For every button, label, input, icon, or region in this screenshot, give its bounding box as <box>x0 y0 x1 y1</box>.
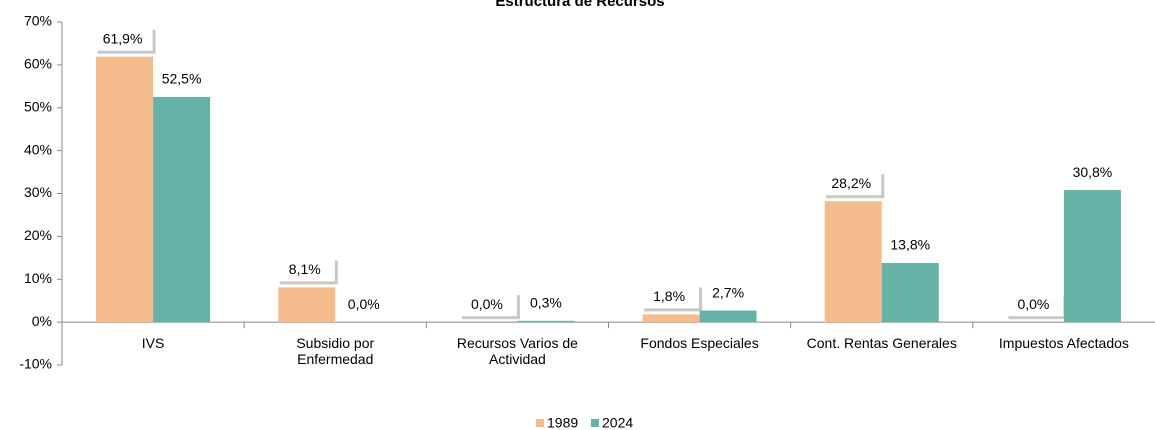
x-tick-label: Impuestos Afectados <box>999 335 1129 351</box>
bar <box>642 314 700 323</box>
x-tick-label: IVS <box>142 335 165 351</box>
bar <box>278 287 336 323</box>
data-label: 0,0% <box>348 296 380 312</box>
data-label: 13,8% <box>890 237 930 253</box>
chart-title: Estructura de Recursos <box>495 0 664 10</box>
legend-swatch <box>591 419 599 427</box>
data-label: 30,8% <box>1073 164 1113 180</box>
data-label: 52,5% <box>162 71 202 87</box>
bar <box>153 97 211 323</box>
data-label: 0,0% <box>471 296 503 312</box>
y-tick-label: 70% <box>24 13 52 29</box>
data-label: 0,3% <box>530 295 562 311</box>
bar <box>699 310 757 323</box>
label-box <box>1005 292 1064 317</box>
x-tick-label: Fondos Especiales <box>640 335 758 351</box>
y-tick-label: 40% <box>24 141 52 157</box>
y-tick-label: 50% <box>24 98 52 114</box>
y-tick-label: 10% <box>24 270 52 286</box>
label-box <box>641 284 700 309</box>
label-box <box>276 257 335 282</box>
data-label: 1,8% <box>653 288 685 304</box>
label-box <box>823 171 882 196</box>
bar <box>881 262 939 323</box>
y-tick-label: 60% <box>24 56 52 72</box>
data-label: 61,9% <box>103 30 143 46</box>
data-label: 2,7% <box>712 284 744 300</box>
y-tick-label: 30% <box>24 184 52 200</box>
bar <box>824 201 882 323</box>
y-tick-label: 0% <box>32 313 52 329</box>
bar <box>96 56 154 323</box>
data-label: 8,1% <box>289 261 321 277</box>
bar <box>517 320 575 323</box>
label-box <box>94 26 153 51</box>
bar <box>1063 190 1121 323</box>
x-tick-label: Subsidio por Enfermedad <box>296 335 374 367</box>
y-tick-label: 20% <box>24 227 52 243</box>
x-tick-label: Recursos Varios de Actividad <box>457 335 578 367</box>
x-tick-label: Cont. Rentas Generales <box>807 335 957 351</box>
y-tick-label: -10% <box>19 356 52 372</box>
legend-label: 1989 <box>547 415 578 430</box>
data-label: 0,0% <box>1017 296 1049 312</box>
legend-swatch <box>536 419 544 427</box>
legend-label: 2024 <box>602 415 633 430</box>
label-box <box>458 292 517 317</box>
data-label: 28,2% <box>831 175 871 191</box>
